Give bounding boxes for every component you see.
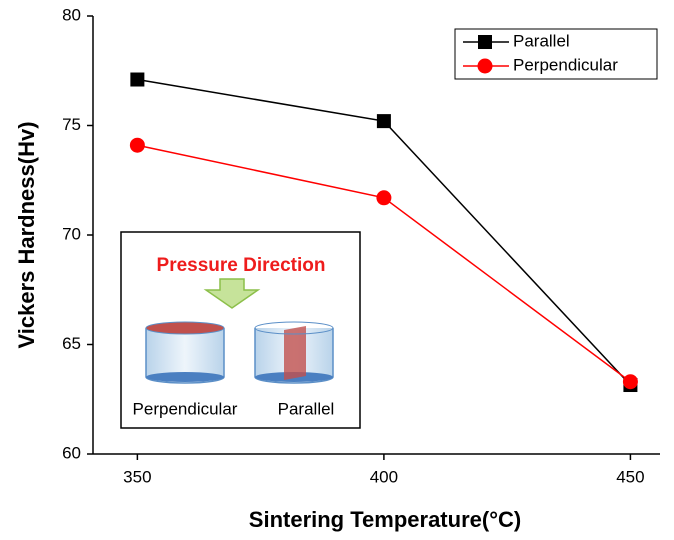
inset: Pressure Direction Perpendicular Paralle… <box>120 231 361 429</box>
inset-label: Parallel <box>278 399 335 418</box>
legend-label: Parallel <box>513 31 570 50</box>
legend-marker <box>478 35 492 49</box>
x-tick-label: 450 <box>616 467 644 486</box>
cylinder-perpendicular <box>145 321 225 384</box>
pressure-arrow <box>203 278 261 309</box>
y-axis-title: Vickers Hardness(Hv) <box>14 121 39 348</box>
data-point <box>129 137 145 153</box>
data-point <box>622 374 638 390</box>
y-tick-label: 80 <box>62 5 81 24</box>
x-axis-title: Sintering Temperature(°C) <box>249 507 521 532</box>
y-tick-label: 75 <box>62 115 81 134</box>
x-tick-label: 400 <box>370 467 398 486</box>
legend-marker <box>477 58 493 74</box>
y-tick-label: 70 <box>62 224 81 243</box>
data-point <box>130 72 145 87</box>
y-tick-label: 65 <box>62 334 81 353</box>
inset-title: Pressure Direction <box>157 255 326 276</box>
cylinder-parallel <box>254 321 334 384</box>
inset-label: Perpendicular <box>133 399 238 418</box>
y-tick-label: 60 <box>62 443 81 462</box>
x-tick-label: 350 <box>123 467 151 486</box>
data-point <box>376 190 392 206</box>
legend-label: Perpendicular <box>513 55 618 74</box>
data-point <box>376 114 391 129</box>
